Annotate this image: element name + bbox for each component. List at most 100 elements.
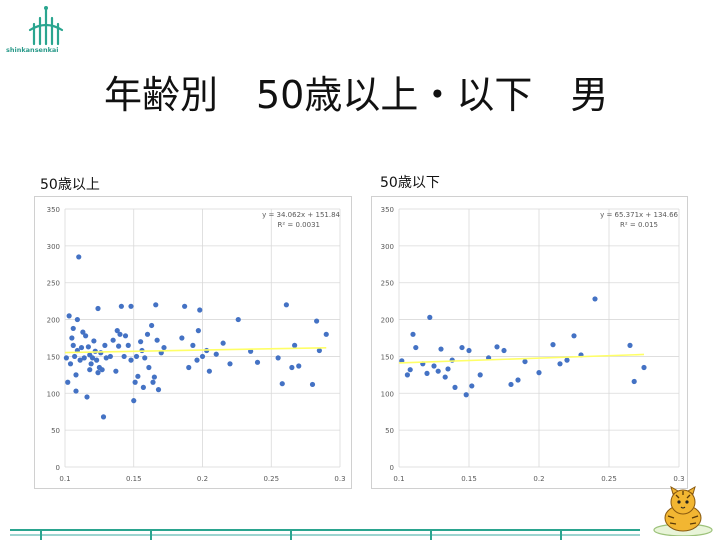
data-point bbox=[466, 347, 472, 354]
logo-text: shinkansenkai bbox=[6, 46, 59, 54]
y-tick-label: 100 bbox=[381, 390, 394, 398]
data-point bbox=[138, 339, 144, 345]
data-point bbox=[410, 331, 416, 337]
y-tick-label: 350 bbox=[381, 206, 394, 214]
data-point bbox=[118, 303, 124, 309]
data-point bbox=[592, 296, 598, 302]
data-point bbox=[70, 342, 76, 348]
data-point bbox=[463, 392, 469, 398]
trendline-equation: y = 34.062x + 151.84 bbox=[262, 211, 340, 219]
data-point bbox=[536, 370, 542, 376]
data-point bbox=[477, 372, 483, 378]
x-tick-label: 0.2 bbox=[533, 475, 544, 483]
data-point bbox=[292, 342, 298, 348]
data-point bbox=[220, 340, 226, 346]
data-point bbox=[69, 335, 75, 341]
data-point bbox=[117, 331, 123, 337]
data-point bbox=[314, 318, 320, 324]
data-point bbox=[407, 367, 413, 373]
data-point bbox=[95, 305, 101, 312]
data-point bbox=[452, 384, 458, 390]
data-point bbox=[149, 322, 155, 329]
trendline-r-squared: R² = 0.0031 bbox=[278, 221, 320, 229]
data-point bbox=[413, 344, 419, 351]
logo-icon bbox=[28, 6, 64, 46]
data-point bbox=[99, 367, 105, 373]
data-point bbox=[107, 353, 113, 360]
y-tick-label: 100 bbox=[47, 390, 60, 398]
data-point bbox=[63, 355, 69, 361]
y-tick-label: 0 bbox=[56, 464, 60, 472]
y-tick-label: 0 bbox=[390, 464, 394, 472]
y-tick-label: 300 bbox=[381, 243, 394, 251]
data-point bbox=[522, 358, 528, 365]
y-tick-label: 150 bbox=[47, 353, 60, 361]
data-point bbox=[72, 353, 78, 360]
data-point bbox=[557, 361, 563, 367]
x-tick-label: 0.15 bbox=[461, 475, 477, 483]
data-point bbox=[66, 313, 72, 319]
data-point bbox=[195, 328, 201, 334]
data-point bbox=[283, 302, 289, 308]
data-point bbox=[151, 374, 157, 380]
data-point bbox=[88, 361, 94, 367]
data-point bbox=[128, 357, 134, 363]
trendline-equation: y = 65.371x + 134.66 bbox=[600, 211, 678, 219]
data-point bbox=[153, 302, 159, 308]
x-tick-label: 0.25 bbox=[601, 475, 617, 483]
data-point bbox=[316, 347, 322, 354]
data-point bbox=[494, 344, 500, 350]
data-point bbox=[91, 338, 97, 344]
data-point bbox=[78, 344, 85, 351]
y-tick-label: 150 bbox=[381, 353, 394, 361]
trendline bbox=[64, 346, 327, 354]
chart-label-over-50: 50歳以上 bbox=[40, 177, 100, 193]
data-point bbox=[135, 373, 141, 379]
data-point bbox=[438, 346, 444, 352]
data-point bbox=[445, 366, 451, 372]
data-point bbox=[323, 331, 329, 337]
scatter-plot-over-50: 0 50 100 150 200 250 300 350 0.1 0.15 0.2 0.25 0.3 y … bbox=[47, 206, 346, 483]
data-point bbox=[442, 374, 448, 380]
data-point bbox=[121, 353, 127, 360]
bottom-decorative-band bbox=[0, 527, 640, 540]
data-point bbox=[114, 328, 120, 334]
x-tick-label: 0.1 bbox=[393, 475, 404, 483]
data-point bbox=[197, 307, 203, 313]
data-point bbox=[254, 359, 261, 365]
data-point bbox=[81, 355, 87, 361]
slide-title: 年齢別 50歳以上・以下 男 bbox=[104, 73, 609, 117]
x-tick-label: 0.25 bbox=[263, 475, 279, 483]
data-point bbox=[435, 368, 441, 374]
data-point bbox=[128, 303, 134, 309]
data-point bbox=[67, 361, 74, 367]
data-point bbox=[182, 303, 188, 309]
data-point bbox=[179, 335, 185, 341]
data-point bbox=[85, 344, 91, 350]
data-point bbox=[110, 337, 116, 343]
data-point bbox=[133, 353, 140, 360]
data-point bbox=[469, 383, 475, 389]
y-tick-label: 200 bbox=[381, 317, 394, 325]
data-point bbox=[83, 333, 89, 339]
data-point bbox=[515, 377, 521, 383]
data-point bbox=[144, 331, 151, 337]
data-point bbox=[70, 325, 76, 332]
data-point bbox=[122, 333, 129, 339]
data-point bbox=[627, 342, 633, 348]
y-tick-label: 200 bbox=[47, 317, 60, 325]
data-point bbox=[87, 367, 93, 373]
data-point bbox=[102, 342, 108, 348]
data-point bbox=[65, 379, 71, 385]
data-point bbox=[199, 353, 206, 360]
data-point bbox=[194, 357, 200, 363]
chart-label-under-50: 50歳以下 bbox=[380, 175, 440, 191]
data-point bbox=[77, 357, 83, 363]
data-point bbox=[161, 344, 167, 351]
data-point bbox=[116, 343, 122, 349]
x-tick-label: 0.3 bbox=[673, 475, 684, 483]
data-point bbox=[309, 381, 316, 388]
x-tick-label: 0.3 bbox=[334, 475, 345, 483]
data-point bbox=[95, 370, 101, 376]
data-point bbox=[289, 364, 295, 371]
